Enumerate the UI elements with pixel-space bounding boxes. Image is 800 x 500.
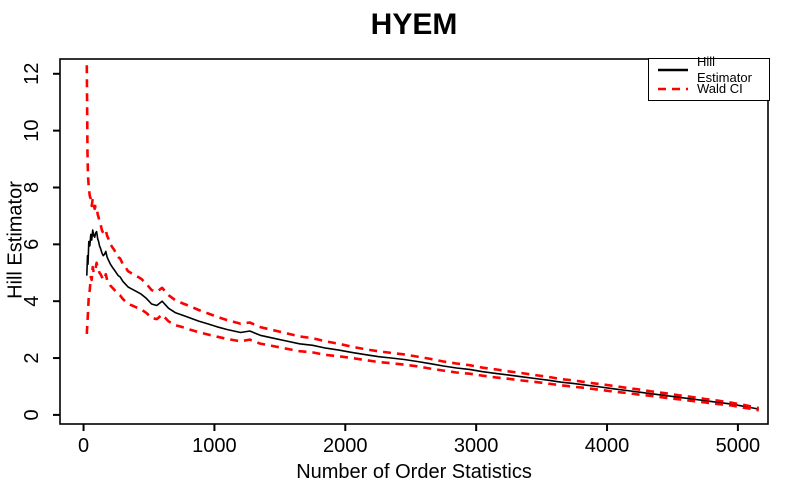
hill-estimator-line-sample [658,68,688,72]
legend-box: Hill Estimator Wald CI [648,54,770,101]
legend-label-wald-ci: Wald CI [697,81,743,96]
y-tick-label: 12 [21,63,43,85]
wald-ci-line-sample [658,87,688,91]
x-tick-label: 2000 [323,435,368,457]
chart-title: HYEM [370,8,458,41]
plot-border [59,58,769,425]
y-tick-label: 10 [21,120,43,142]
y-tick-label: 2 [21,352,43,363]
x-tick-label: 1000 [192,435,237,457]
x-tick-label: 3000 [454,435,499,457]
y-tick-label: 4 [21,296,43,307]
y-tick-label: 8 [21,182,43,193]
x-tick-label: 4000 [585,435,630,457]
x-tick-label: 0 [78,435,89,457]
x-tick-label: 5000 [716,435,761,457]
x-axis-label: Number of Order Statistics [296,461,532,483]
legend-item-hill-estimator: Hill Estimator [657,54,769,85]
legend-item-wald-ci: Wald CI [657,81,769,97]
y-tick-label: 0 [21,409,43,420]
wald-ci-lower-line [85,261,760,412]
legend-label-hill-estimator: Hill Estimator [697,54,752,85]
wald-ci-upper-line [85,65,760,410]
y-axis-label: Hill Estimator [4,181,27,299]
y-tick-label: 6 [21,239,43,250]
hill-estimator-line [86,229,759,410]
